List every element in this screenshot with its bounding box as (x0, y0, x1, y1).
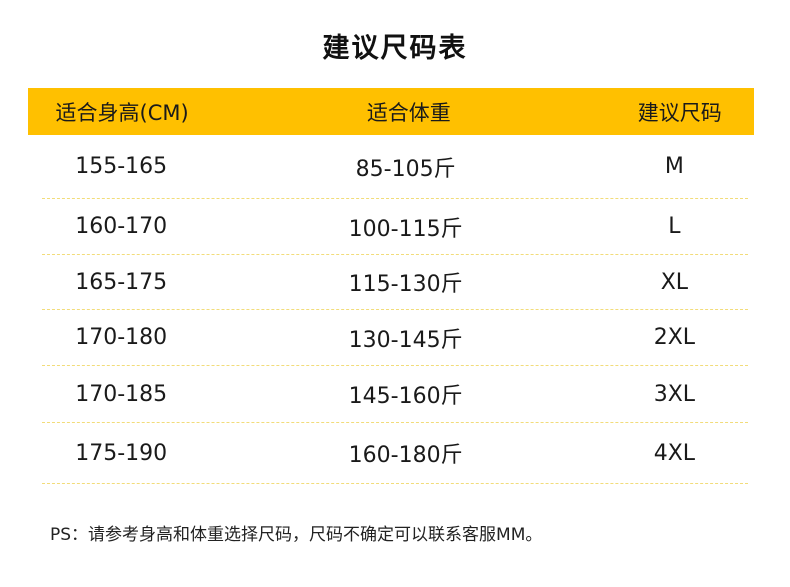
cell-weight: 85-105斤 (355, 156, 456, 182)
cell-size: 2XL (653, 325, 696, 350)
cell-height: 155-165 (75, 154, 168, 179)
header-weight: 适合体重 (366, 100, 451, 125)
cell-size: 4XL (653, 440, 696, 466)
size-chart-table: 适合身高(CM) 适合体重 建议尺码 155-165 85-105斤 M 160… (28, 88, 754, 484)
header-size: 建议尺码 (637, 100, 722, 125)
table-body: 155-165 85-105斤 M 160-170 100-115斤 L 165… (42, 135, 748, 484)
cell-height: 160-170 (75, 214, 168, 239)
table-header-row: 适合身高(CM) 适合体重 建议尺码 (28, 88, 754, 135)
cell-height: 175-190 (75, 440, 168, 466)
page-title: 建议尺码表 (322, 33, 468, 64)
table-row: 170-185 145-160斤 3XL (42, 366, 748, 423)
table-row: 160-170 100-115斤 L (42, 199, 748, 255)
table-row: 175-190 160-180斤 4XL (42, 423, 748, 484)
cell-height: 165-175 (75, 269, 168, 295)
cell-weight: 130-145斤 (348, 327, 463, 353)
table-row: 165-175 115-130斤 XL (42, 255, 748, 310)
cell-weight: 115-130斤 (348, 272, 463, 297)
cell-weight: 100-115斤 (348, 216, 463, 242)
footnote: PS：请参考身高和体重选择尺码，尺码不确定可以联系客服MM。 (50, 525, 543, 545)
cell-height: 170-185 (75, 381, 168, 407)
cell-weight: 145-160斤 (348, 384, 463, 409)
header-height: 适合身高(CM) (55, 100, 189, 125)
cell-size: XL (660, 269, 689, 295)
cell-size: 3XL (653, 381, 696, 407)
cell-size: L (668, 214, 681, 239)
cell-weight: 160-180斤 (348, 443, 463, 468)
table-row: 155-165 85-105斤 M (42, 135, 748, 199)
table-row: 170-180 130-145斤 2XL (42, 310, 748, 366)
cell-size: M (664, 154, 684, 179)
cell-height: 170-180 (75, 325, 168, 350)
